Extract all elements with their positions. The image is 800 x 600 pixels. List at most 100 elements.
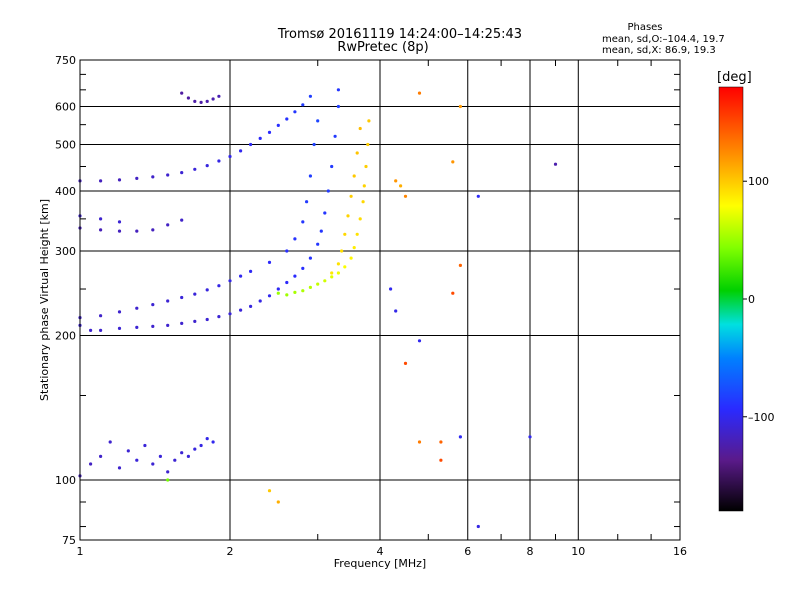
x-tick-label: 10 <box>571 545 585 558</box>
echo-point <box>458 263 462 267</box>
echo-point <box>249 269 253 273</box>
echo-point <box>293 274 297 278</box>
echo-point <box>193 292 197 296</box>
echo-point <box>316 119 320 123</box>
echo-point <box>276 123 280 127</box>
echo-point <box>180 295 184 300</box>
y-tick-label: 100 <box>55 474 76 487</box>
echo-point <box>239 274 243 278</box>
echo-point <box>217 315 221 319</box>
echo-point <box>476 524 480 529</box>
echo-point <box>117 326 122 330</box>
echo-point <box>99 328 103 332</box>
echo-point <box>285 280 289 285</box>
echo-point <box>367 119 371 123</box>
x-ticks: 1 2 4 6 8 10 16 <box>77 545 688 558</box>
echo-point <box>361 200 365 204</box>
echo-point <box>180 451 184 455</box>
phase-stats-heading: Phases <box>627 22 663 33</box>
echo-point <box>205 164 209 168</box>
echo-point <box>205 288 209 292</box>
colorbar-label: [deg] <box>717 70 752 85</box>
echo-point <box>330 271 334 275</box>
echo-point <box>217 284 221 288</box>
echo-point <box>326 189 330 193</box>
echo-point <box>199 100 203 104</box>
echo-point <box>173 458 177 462</box>
echo-point <box>301 266 305 270</box>
echo-point <box>180 218 184 222</box>
echo-point <box>308 94 312 98</box>
echo-point <box>323 279 327 283</box>
y-tick-label: 750 <box>55 54 76 67</box>
echo-point <box>117 220 122 224</box>
echo-point <box>258 136 262 140</box>
echo-point <box>166 478 170 482</box>
chart-subtitle: RwPretec (8p) <box>337 40 429 55</box>
echo-point <box>276 287 280 291</box>
echo-point <box>117 466 122 470</box>
echo-point <box>403 361 408 365</box>
x-tick-label: 4 <box>377 545 384 558</box>
echo-point <box>228 154 232 159</box>
echo-point <box>199 443 203 448</box>
x-tick-label: 2 <box>227 545 234 558</box>
echo-point <box>336 104 340 109</box>
echo-point <box>336 262 340 266</box>
echo-point <box>151 175 155 179</box>
phase-stats-o-mode: mean, sd,O:–104.4, 19.7 <box>602 34 725 45</box>
echo-point <box>308 256 312 260</box>
echo-point <box>193 99 197 103</box>
echo-point <box>166 470 170 474</box>
echo-point <box>135 325 139 329</box>
echo-point <box>312 142 316 147</box>
echo-point <box>205 317 209 322</box>
echo-point <box>151 324 155 328</box>
echo-point <box>249 142 253 147</box>
echo-point <box>143 443 147 448</box>
echo-point <box>476 194 480 198</box>
echo-point <box>399 184 403 188</box>
echo-point <box>293 237 297 241</box>
x-tick-label: 6 <box>464 545 471 558</box>
y-tick-label: 75 <box>62 534 76 547</box>
echo-point <box>458 435 462 439</box>
echo-point <box>180 171 184 175</box>
grid-lines <box>80 60 680 540</box>
echo-point <box>258 299 262 303</box>
echo-point <box>135 176 139 180</box>
echo-point <box>135 458 139 462</box>
echo-point <box>180 321 184 325</box>
echo-point <box>293 290 297 294</box>
echo-point <box>99 314 103 318</box>
echo-point <box>349 256 353 260</box>
y-tick-label: 600 <box>55 101 76 114</box>
echo-point <box>108 440 112 444</box>
echo-point <box>458 104 462 109</box>
colorbar-tick-label: –100 <box>748 411 775 424</box>
echo-point <box>439 440 443 444</box>
echo-point <box>217 94 221 98</box>
echo-point <box>228 312 232 316</box>
echo-point <box>316 242 320 246</box>
echo-point <box>211 440 215 444</box>
echo-point <box>301 103 305 107</box>
echo-point <box>151 462 155 466</box>
echo-point <box>340 249 344 253</box>
echo-point <box>99 454 103 458</box>
echo-point <box>343 232 347 236</box>
colorbar-tick-label: 0 <box>748 293 755 306</box>
echo-point <box>316 282 320 286</box>
echo-point <box>358 126 362 131</box>
echo-point <box>267 260 272 264</box>
echo-point <box>276 291 280 295</box>
echo-point <box>99 217 103 221</box>
echo-point <box>205 437 209 441</box>
echo-point <box>301 289 305 293</box>
echo-point <box>319 229 323 233</box>
echo-point <box>217 159 221 163</box>
x-axis-label: Frequency [MHz] <box>334 557 426 570</box>
echo-point <box>323 211 327 215</box>
echo-point <box>528 435 532 439</box>
